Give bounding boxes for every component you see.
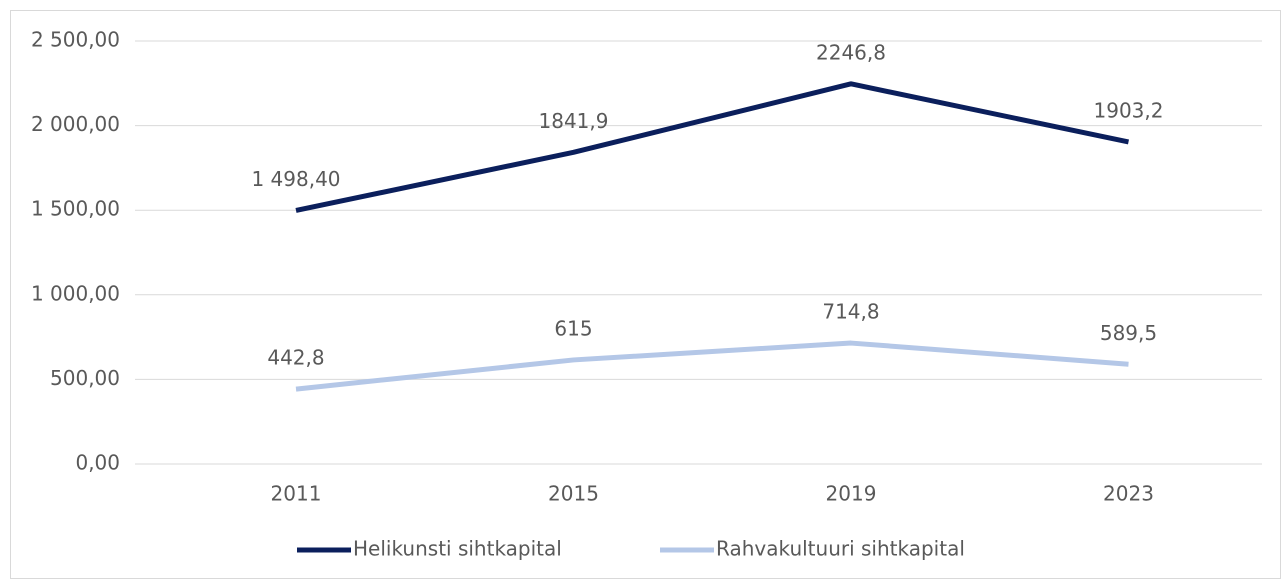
x-tick-label: 2019 xyxy=(826,482,877,506)
data-label: 589,5 xyxy=(1100,321,1157,345)
y-tick-label: 500,00 xyxy=(50,366,120,390)
x-tick-label: 2011 xyxy=(271,482,322,506)
series-line xyxy=(295,81,1130,213)
data-label: 2246,8 xyxy=(816,40,886,64)
data-label: 442,8 xyxy=(267,346,324,370)
series-line xyxy=(295,340,1129,392)
y-tick-label: 2 000,00 xyxy=(31,112,120,136)
data-label: 1 498,40 xyxy=(251,167,340,191)
legend-label: Helikunsti sihtkapital xyxy=(353,537,562,561)
legend-label: Rahvakultuuri sihtkapital xyxy=(716,537,965,561)
y-tick-label: 0,00 xyxy=(75,451,120,475)
y-tick-label: 1 000,00 xyxy=(31,281,120,305)
x-tick-label: 2015 xyxy=(548,482,599,506)
y-tick-label: 1 500,00 xyxy=(31,197,120,221)
data-label: 1841,9 xyxy=(539,109,609,133)
x-tick-label: 2023 xyxy=(1103,482,1154,506)
data-label: 714,8 xyxy=(822,300,879,324)
y-tick-label: 2 500,00 xyxy=(31,28,120,52)
data-label: 1903,2 xyxy=(1094,98,1164,122)
data-label: 615 xyxy=(554,316,592,340)
